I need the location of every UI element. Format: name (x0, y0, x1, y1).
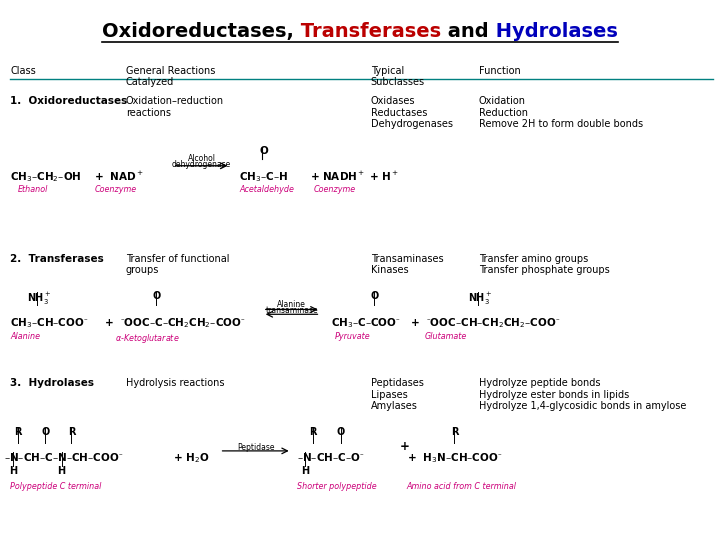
Text: Coenzyme: Coenzyme (95, 185, 138, 194)
Text: Ethanol: Ethanol (18, 185, 48, 194)
Text: H: H (301, 466, 309, 476)
Text: 2.  Transferases: 2. Transferases (10, 254, 104, 264)
Text: Transfer of functional
groups: Transfer of functional groups (126, 254, 230, 275)
Text: R: R (310, 427, 317, 437)
Text: R: R (14, 427, 22, 437)
Text: Amino acid from C terminal: Amino acid from C terminal (407, 482, 517, 491)
Text: H: H (58, 466, 66, 476)
Text: +: + (400, 440, 410, 453)
Text: CH$_3$–C–COO$^–$: CH$_3$–C–COO$^–$ (331, 316, 401, 330)
Text: Pyruvate: Pyruvate (335, 332, 370, 341)
Text: transaminase: transaminase (265, 306, 318, 315)
Text: Oxidation–reduction
reactions: Oxidation–reduction reactions (126, 96, 224, 118)
Text: NH$_3^+$: NH$_3^+$ (468, 291, 492, 307)
Text: O: O (371, 291, 379, 301)
Text: 1.  Oxidoreductases: 1. Oxidoreductases (10, 96, 127, 106)
Text: Glutamate: Glutamate (425, 332, 467, 341)
Text: + H$_2$O: + H$_2$O (173, 451, 209, 465)
Text: O: O (42, 427, 50, 437)
Text: +  $^–$OOC–CH–CH$_2$CH$_2$–COO$^–$: + $^–$OOC–CH–CH$_2$CH$_2$–COO$^–$ (410, 316, 561, 330)
Text: Class: Class (10, 66, 36, 76)
Text: O: O (259, 146, 268, 156)
Text: and: and (441, 22, 489, 40)
Text: Alanine: Alanine (277, 300, 306, 309)
Text: R: R (68, 427, 75, 437)
Text: +  NAD$^+$: + NAD$^+$ (94, 170, 144, 183)
Text: Peptidase: Peptidase (237, 443, 274, 452)
Text: Peptidases
Lipases
Amylases: Peptidases Lipases Amylases (371, 378, 423, 411)
Text: Transfer amino groups
Transfer phosphate groups: Transfer amino groups Transfer phosphate… (479, 254, 610, 275)
Text: dehydrogenase: dehydrogenase (172, 160, 231, 170)
Text: Hydrolases: Hydrolases (489, 22, 618, 40)
Text: Typical
Subclasses: Typical Subclasses (371, 66, 425, 87)
Text: General Reactions
Catalyzed: General Reactions Catalyzed (126, 66, 215, 87)
Text: Transaminases
Kinases: Transaminases Kinases (371, 254, 444, 275)
Text: Hydrolysis reactions: Hydrolysis reactions (126, 378, 225, 388)
Text: –N–CH–C–N–CH–COO$^–$: –N–CH–C–N–CH–COO$^–$ (4, 451, 123, 463)
Text: Function: Function (479, 66, 521, 76)
Text: Alanine: Alanine (10, 332, 40, 341)
Text: O: O (337, 427, 345, 437)
Text: NH$_3^+$: NH$_3^+$ (27, 291, 52, 307)
Text: Polypeptide C terminal: Polypeptide C terminal (10, 482, 102, 491)
Text: Coenzyme: Coenzyme (313, 185, 356, 194)
Text: Shorter polypeptide: Shorter polypeptide (297, 482, 377, 491)
Text: 3.  Hydrolases: 3. Hydrolases (10, 378, 94, 388)
Text: Oxidases
Reductases
Dehydrogenases: Oxidases Reductases Dehydrogenases (371, 96, 453, 129)
Text: CH$_3$–CH$_2$–OH: CH$_3$–CH$_2$–OH (10, 170, 81, 184)
Text: Acetaldehyde: Acetaldehyde (240, 185, 294, 194)
Text: +  $^–$OOC–C–CH$_2$CH$_2$–COO$^–$: + $^–$OOC–C–CH$_2$CH$_2$–COO$^–$ (104, 316, 246, 330)
Text: Oxidation
Reduction
Remove 2H to form double bonds: Oxidation Reduction Remove 2H to form do… (479, 96, 643, 129)
Text: Oxidoreductases,: Oxidoreductases, (102, 22, 294, 40)
Text: Alcohol: Alcohol (188, 154, 215, 163)
Text: O: O (153, 291, 161, 301)
Text: + NADH$^+$ + H$^+$: + NADH$^+$ + H$^+$ (310, 170, 399, 183)
Text: +  H$_3$N–CH–COO$^–$: + H$_3$N–CH–COO$^–$ (407, 451, 503, 465)
Text: Hydrolyze peptide bonds
Hydrolyze ester bonds in lipids
Hydrolyze 1,4-glycosidic: Hydrolyze peptide bonds Hydrolyze ester … (479, 378, 686, 411)
Text: CH$_3$–C–H: CH$_3$–C–H (239, 170, 288, 184)
Text: –N–CH–C–O$^–$: –N–CH–C–O$^–$ (297, 451, 365, 463)
Text: CH$_3$–CH–COO$^–$: CH$_3$–CH–COO$^–$ (10, 316, 89, 330)
Text: $\alpha$-Ketoglutarate: $\alpha$-Ketoglutarate (115, 332, 180, 345)
Text: Transferases: Transferases (294, 22, 441, 40)
Text: R: R (451, 427, 458, 437)
Text: H: H (9, 466, 17, 476)
